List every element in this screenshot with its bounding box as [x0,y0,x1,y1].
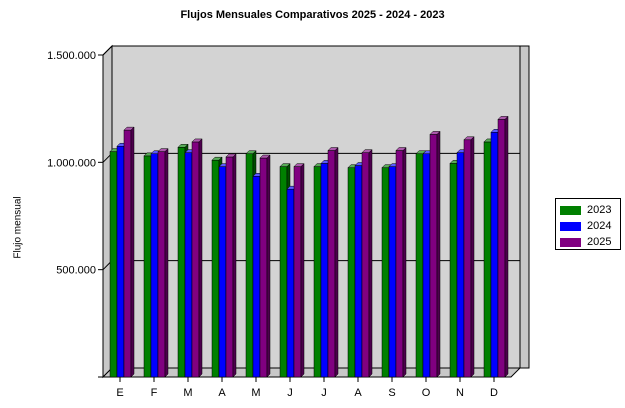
y-axis-ticks: 500.000 1.000.000 1.500.000 [47,50,103,378]
legend-item-1: 2024 [556,219,620,233]
legend-label-2: 2025 [587,236,612,248]
x-tick-label: O [422,387,431,399]
legend-swatch-1 [560,221,581,231]
bar-2025-M [191,138,203,378]
legend-label-1: 2024 [587,220,612,232]
x-tick-label: D [490,387,498,399]
grid-line [102,45,520,56]
y-tick-label: 500.000 [56,265,96,277]
right-face [519,45,530,369]
legend-item-2: 2025 [556,235,620,249]
x-tick-label: N [456,387,464,399]
x-tick-label: F [151,387,158,399]
chart-title: Flujos Mensuales Comparativos 2025 - 202… [180,9,445,21]
bar-2025-M [259,154,271,378]
bar-2025-J [293,163,305,378]
bar-2025-S [395,146,407,378]
bar-2025-E [123,126,135,378]
bar-2025-A [361,149,373,378]
y-tick-label: 1.000.000 [47,157,96,169]
x-tick-label: A [218,387,226,399]
x-tick-label: J [321,387,327,399]
bar-2025-J [327,146,339,378]
x-tick-label: A [354,387,362,399]
y-tick-label: 1.500.000 [47,50,96,62]
legend: 2023 2024 2025 [555,198,621,250]
bar-2025-O [429,130,441,378]
bar-2025-N [463,136,475,378]
bar-2025-F [157,147,169,378]
legend-swatch-2 [560,237,581,247]
x-tick-label: M [183,387,192,399]
y-axis-label: Flujo mensual [12,196,24,259]
legend-swatch-0 [560,205,581,215]
bars-group [109,115,509,378]
x-tick-label: E [116,387,123,399]
x-tick-label: S [388,387,395,399]
x-tick-label: J [287,387,293,399]
legend-item-0: 2023 [556,203,620,217]
legend-label-0: 2023 [587,204,612,216]
bar-2025-A [225,153,237,378]
x-tick-label: M [251,387,260,399]
bar-2025-D [497,115,509,378]
